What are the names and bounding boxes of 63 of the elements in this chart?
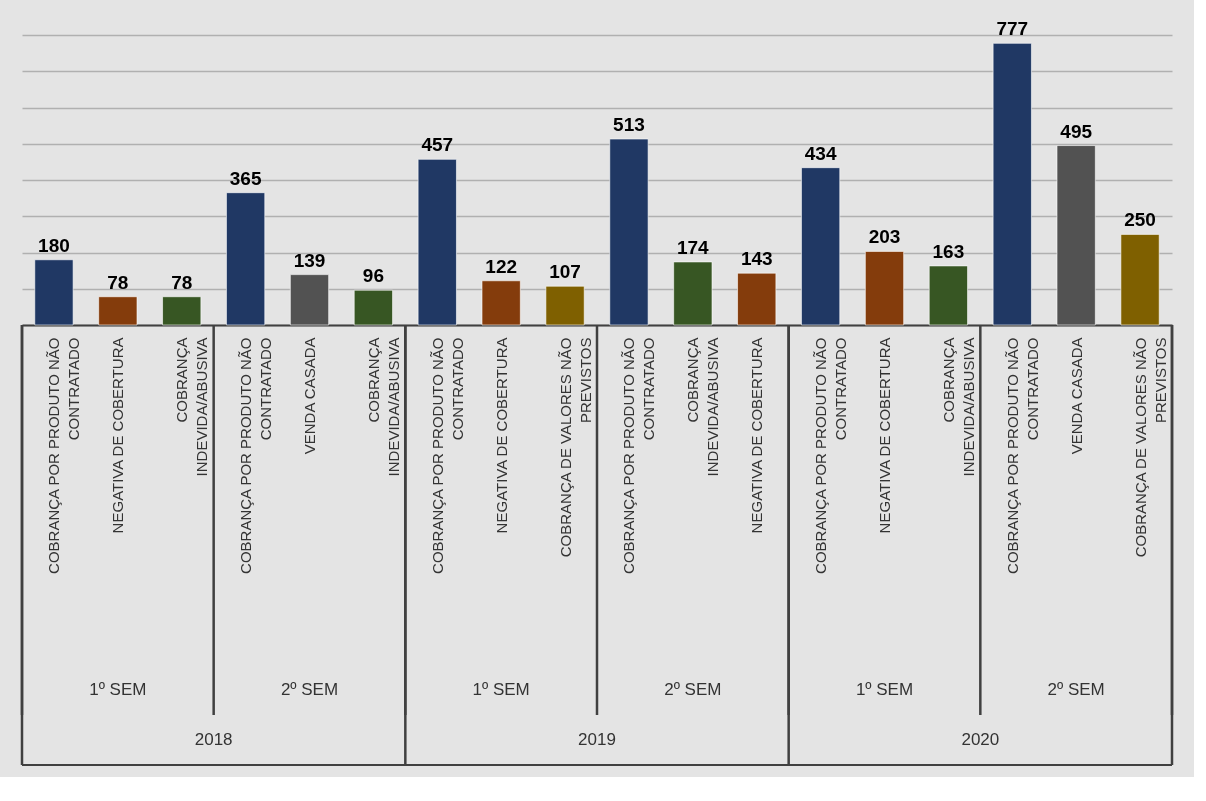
x-tick-label: NEGATIVA DE COBERTURA [492, 337, 510, 534]
bar [98, 296, 138, 326]
x-tick-label: COBRANÇA INDEVIDA/ABUSIVA [364, 337, 402, 477]
x-tick-label: COBRANÇA POR PRODUTO NÃO CONTRATADO [45, 337, 83, 574]
bar [800, 167, 841, 326]
x-tick-label: COBRANÇA INDEVIDA/ABUSIVA [939, 337, 977, 477]
bar [162, 296, 202, 326]
bar [34, 259, 74, 326]
bar [545, 285, 585, 326]
bar [481, 280, 521, 326]
bar [1120, 233, 1160, 326]
bar [928, 265, 969, 326]
x-tick-label: COBRANÇA POR PRODUTO NÃO CONTRATADO [237, 337, 275, 574]
data-label: 457 [421, 134, 454, 156]
x-tick-label: NEGATIVA DE COBERTURA [109, 337, 127, 534]
data-label: 495 [1060, 120, 1093, 142]
bar [353, 289, 394, 326]
x-tick-label: COBRANÇA POR PRODUTO NÃO CONTRATADO [812, 337, 850, 574]
bar [609, 138, 649, 326]
x-tick-label: COBRANÇA POR PRODUTO NÃO CONTRATADO [1003, 337, 1041, 574]
bar [289, 274, 330, 326]
data-label: 163 [932, 240, 965, 262]
text: 2018 [194, 730, 233, 749]
text: 2º SEM [280, 680, 339, 699]
bar [992, 42, 1032, 326]
data-label: 180 [38, 234, 70, 256]
bar [737, 272, 777, 326]
x-tick-label: COBRANÇA DE VALORES NÃO PREVISTOS [556, 337, 594, 558]
data-label: 143 [740, 248, 773, 270]
text: 2020 [961, 730, 1000, 749]
text: 2º SEM [1047, 680, 1105, 699]
data-label: 174 [676, 236, 710, 258]
x-tick-label: NEGATIVA DE COBERTURA [748, 337, 766, 534]
data-label: 250 [1124, 209, 1156, 231]
data-label: 139 [293, 249, 326, 271]
data-label: 78 [171, 271, 193, 293]
x-tick-label: COBRANÇA INDEVIDA/ABUSIVA [684, 337, 722, 477]
data-label: 122 [485, 255, 518, 277]
data-label: 777 [996, 18, 1029, 40]
x-tick-label: COBRANÇA DE VALORES NÃO PREVISTOS [1131, 337, 1169, 558]
data-label: 434 [804, 142, 837, 164]
bar [673, 261, 713, 326]
data-label: 96 [362, 265, 384, 287]
bar [417, 158, 457, 326]
data-label: 107 [549, 261, 581, 283]
bar [864, 250, 905, 326]
data-label: 203 [868, 226, 901, 248]
data-label: 513 [613, 114, 645, 136]
x-tick-label: VENDA CASADA [301, 337, 318, 455]
x-tick-label: VENDA CASADA [1067, 337, 1085, 455]
text: 1º SEM [472, 680, 530, 699]
x-tick-label: COBRANÇA INDEVIDA/ABUSIVA [173, 337, 211, 477]
x-tick-label: COBRANÇA POR PRODUTO NÃO CONTRATADO [428, 337, 466, 574]
bar [225, 192, 266, 326]
bar [1056, 145, 1096, 326]
text: 1º SEM [89, 680, 147, 699]
data-label: 365 [229, 167, 262, 189]
text: 2º SEM [664, 680, 722, 699]
data-label: 78 [107, 271, 129, 293]
text: 1º SEM [855, 680, 914, 699]
text: 2019 [578, 730, 616, 749]
x-tick-label: NEGATIVA DE COBERTURA [876, 337, 893, 534]
x-tick-label: COBRANÇA POR PRODUTO NÃO CONTRATADO [620, 337, 658, 574]
